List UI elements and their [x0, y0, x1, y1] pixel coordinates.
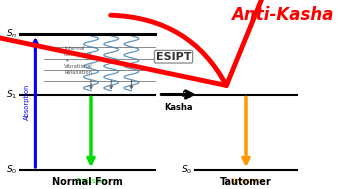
- FancyArrowPatch shape: [0, 0, 337, 85]
- Text: $S_n$: $S_n$: [5, 28, 17, 40]
- Text: Kasha: Kasha: [164, 103, 193, 112]
- Text: $S_1$: $S_1$: [6, 88, 17, 101]
- Text: Absorption: Absorption: [24, 84, 30, 120]
- Text: Normal Form: Normal Form: [52, 177, 123, 187]
- Text: Emission: Emission: [75, 178, 106, 184]
- Text: Internal
conversion
+
Vibrational
Relaxation: Internal conversion + Vibrational Relaxa…: [64, 46, 93, 75]
- Text: Anti-Kasha: Anti-Kasha: [231, 6, 334, 24]
- Text: $S_0$: $S_0$: [5, 164, 17, 176]
- Text: Tautomer: Tautomer: [220, 177, 272, 187]
- Text: Emission: Emission: [231, 178, 262, 184]
- Text: $S_0$: $S_0$: [181, 164, 192, 176]
- Text: ESIPT: ESIPT: [156, 52, 191, 62]
- Text: $S_1$: $S_1$: [181, 88, 192, 101]
